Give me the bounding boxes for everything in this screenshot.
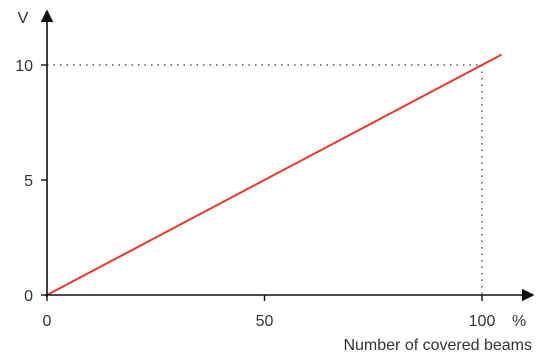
x-tick-label: 0	[43, 313, 52, 330]
x-axis-label: Number of covered beams	[343, 337, 532, 354]
y-axis-label: V	[18, 10, 29, 27]
y-tick-label: 0	[24, 288, 33, 305]
x-axis-unit: %	[512, 313, 526, 330]
x-tick-label: 50	[256, 313, 274, 330]
y-tick-label: 5	[24, 173, 33, 190]
y-ticks: 0 5 10	[15, 58, 47, 305]
y-tick-label: 10	[15, 58, 33, 75]
x-ticks: 0 50 100	[43, 295, 496, 330]
x-tick-label: 100	[469, 313, 496, 330]
series-line	[46, 53, 503, 296]
